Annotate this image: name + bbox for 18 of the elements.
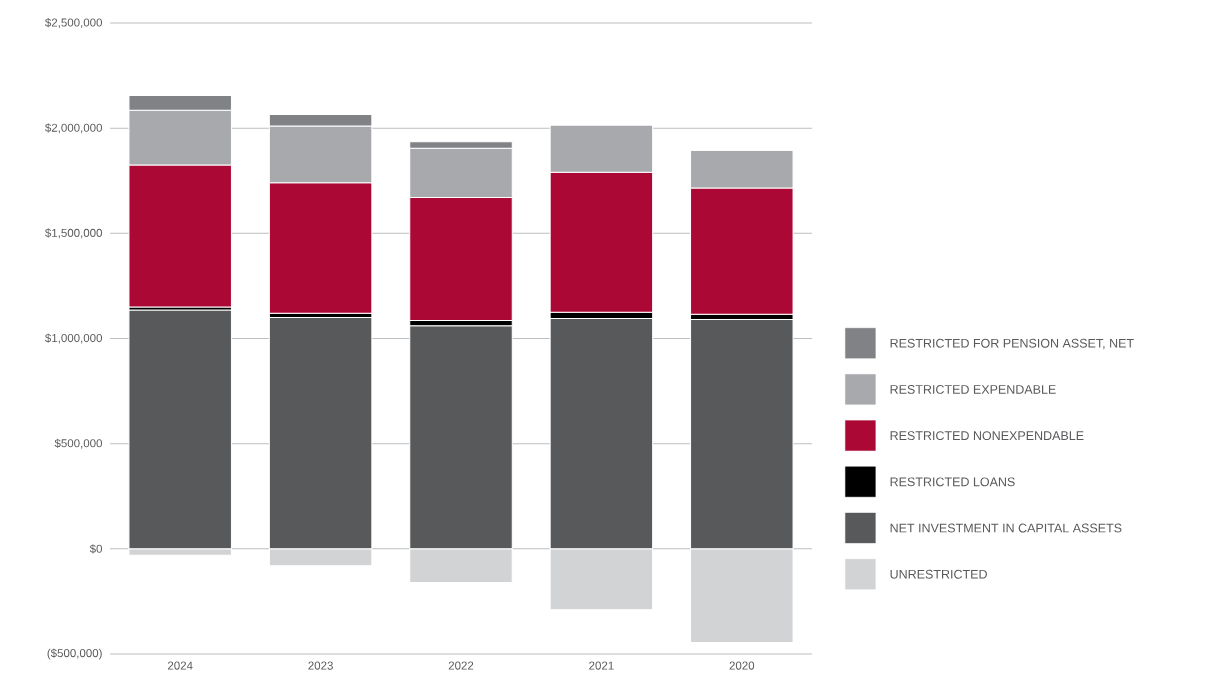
legend-label: RESTRICTED EXPENDABLE xyxy=(890,385,1056,394)
x-tick-label: 2023 xyxy=(308,661,333,670)
x-tick-label: 2021 xyxy=(589,661,614,670)
x-tick-label: 2020 xyxy=(729,661,755,670)
y-tick-label: $0 xyxy=(89,544,103,554)
y-tick-label: $2,000,000 xyxy=(45,123,103,134)
y-tick-label: $2,500,000 xyxy=(45,18,103,28)
y-tick-label: $1,000,000 xyxy=(45,333,103,344)
y-tick-label: ($500,000) xyxy=(47,648,102,660)
y-tick-label: $500,000 xyxy=(54,438,103,449)
legend-label: RESTRICTED NONEXPENDABLE xyxy=(890,431,1084,441)
x-tick-label: 2022 xyxy=(448,661,474,670)
x-tick-label: 2024 xyxy=(167,661,193,670)
legend-label: RESTRICTED FOR PENSION ASSET, NET xyxy=(890,338,1134,350)
y-tick-label: $1,500,000 xyxy=(45,228,103,239)
legend-label: RESTRICTED LOANS xyxy=(890,477,1015,487)
legend-label: UNRESTRICTED xyxy=(890,569,987,579)
legend-label: NET INVESTMENT IN CAPITAL ASSETS xyxy=(890,523,1122,533)
